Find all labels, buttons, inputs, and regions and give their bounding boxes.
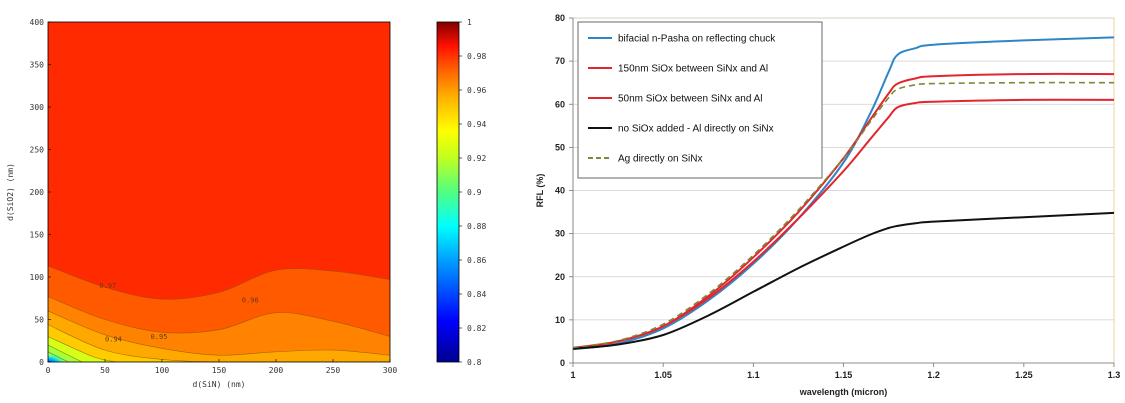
y-tick-label: 50 — [555, 142, 565, 152]
legend-label: no SiOx added - Al directly on SiNx — [618, 124, 774, 135]
colorbar-scale — [436, 21, 460, 363]
y-tick-label: 250 — [30, 146, 45, 155]
colorbar-tick-label: 0.8 — [467, 358, 482, 367]
reflectance-line-chart: 1 1.05 1.1 1.15 1.2 1.25 1.3 0 10 20 30 40 50 60 70 80… — [535, 13, 1120, 397]
x-tick-label: 1.25 — [1015, 370, 1033, 380]
x-tick-label: 1.2 — [927, 370, 940, 380]
colorbar-tick-label: 0.84 — [467, 290, 486, 299]
contour-label: 0.94 — [105, 336, 122, 344]
colorbar-tick-label: 0.94 — [467, 120, 486, 129]
series-line — [573, 211, 1114, 350]
contour-line — [48, 336, 117, 362]
x-tick-label: 1.3 — [1108, 370, 1121, 380]
x-tick-label: 100 — [155, 366, 170, 375]
x-axis-ticks: 1 1.05 1.1 1.15 1.2 1.25 1.3 — [570, 363, 1120, 380]
y-tick-label: 50 — [34, 316, 44, 325]
x-axis-ticks: 0 50 100 150 200 250 300 — [46, 359, 398, 375]
contour-map-chart: 0.97 0.96 0.95 0.94 0 50 100 150 200 250 300 0 50 1… — [6, 18, 397, 389]
contour-line — [48, 296, 390, 337]
y-tick-label: 200 — [30, 188, 45, 197]
x-tick-label: 1.1 — [747, 370, 760, 380]
contour-label: 0.96 — [242, 297, 259, 305]
contour-line — [48, 265, 390, 300]
legend-box — [577, 21, 823, 179]
x-tick-label: 300 — [383, 366, 398, 375]
x-tick-label: 1.05 — [654, 370, 672, 380]
y-tick-label: 60 — [555, 99, 565, 109]
x-tick-label: 1 — [570, 370, 575, 380]
contour-region — [48, 351, 71, 362]
y-axis-ticks: 0 10 20 30 40 50 60 70 80 — [555, 13, 573, 368]
series-line — [573, 36, 1114, 351]
colorbar-tick-label: 0.88 — [467, 222, 486, 231]
x-axis-label: d(SiN) (nm) — [193, 380, 246, 389]
y-tick-label: 400 — [30, 18, 45, 27]
y-tick-label: 150 — [30, 231, 45, 240]
contour-line — [48, 351, 69, 362]
contour-line — [48, 310, 390, 356]
legend-label: 50nm SiOx between SiNx and Al — [618, 94, 763, 105]
y-tick-label: 70 — [555, 56, 565, 66]
colorbar: 0.8 0.82 0.84 0.86 0.88 0.9 0.92 0.94 0.96 0.98 1 — [436, 18, 486, 367]
colorbar-tick-label: 0.82 — [467, 324, 486, 333]
legend-label: 150nm SiOx between SiNx and Al — [618, 64, 768, 75]
y-tick-label: 0 — [39, 358, 44, 367]
y-tick-label: 80 — [555, 13, 565, 23]
y-tick-label: 350 — [30, 61, 45, 70]
y-tick-label: 20 — [555, 272, 565, 282]
y-tick-label: 10 — [555, 315, 565, 325]
contour-line — [48, 344, 83, 362]
colorbar-tick-label: 1 — [467, 18, 472, 27]
x-tick-label: 150 — [212, 366, 227, 375]
y-tick-label: 300 — [30, 103, 45, 112]
contour-region — [48, 311, 390, 362]
colorbar-ticks: 0.8 0.82 0.84 0.86 0.88 0.9 0.92 0.94 0.96 0.98 1 — [459, 18, 486, 367]
colorbar-tick-label: 0.96 — [467, 86, 486, 95]
x-tick-label: 1.15 — [835, 370, 853, 380]
x-tick-label: 250 — [326, 366, 341, 375]
legend: bifacial n-Pasha on reflecting chuck 150n… — [577, 21, 823, 179]
x-axis-label: wavelength (micron) — [799, 387, 888, 397]
colorbar-tick-label: 0.98 — [467, 52, 486, 61]
contour-label: 0.95 — [151, 333, 168, 341]
y-tick-label: 100 — [30, 273, 45, 282]
y-tick-label: 0 — [560, 358, 565, 368]
x-tick-label: 200 — [269, 366, 284, 375]
colorbar-tick-label: 0.86 — [467, 256, 486, 265]
x-tick-label: 0 — [46, 366, 51, 375]
y-axis-label: RFL (%) — [535, 174, 545, 208]
contour-line — [48, 324, 390, 362]
legend-label: Ag directly on SiNx — [618, 154, 702, 165]
series-line — [573, 98, 1114, 349]
x-tick-label: 50 — [100, 366, 110, 375]
y-axis-label: d(SiO2) (nm) — [6, 163, 15, 221]
y-tick-label: 40 — [555, 186, 565, 196]
series-line — [573, 81, 1114, 349]
gridlines — [573, 17, 1114, 321]
y-axis-ticks: 0 50 100 150 200 250 300 350 400 — [30, 18, 51, 367]
colorbar-tick-label: 0.9 — [467, 188, 482, 197]
legend-label: bifacial n-Pasha on reflecting chuck — [618, 34, 776, 45]
colorbar-tick-label: 0.92 — [467, 154, 486, 163]
y-tick-label: 30 — [555, 229, 565, 239]
contour-label: 0.97 — [99, 282, 116, 290]
